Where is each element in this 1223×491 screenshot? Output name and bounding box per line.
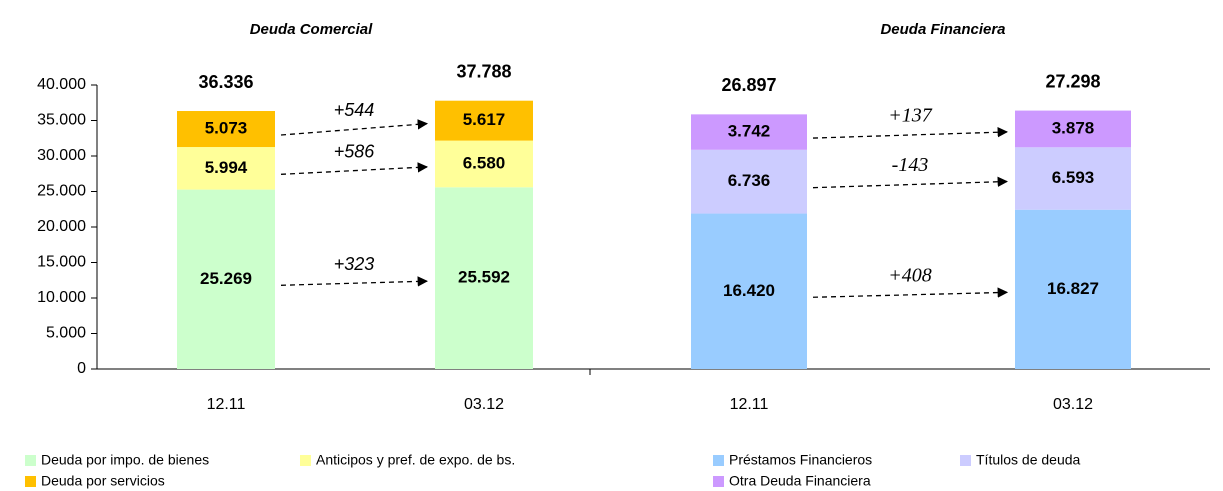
bar-segment [435, 100, 533, 141]
change-arrow [280, 119, 429, 136]
x-tick-label: 12.11 [207, 396, 246, 413]
value-label: 3.878 [1052, 118, 1095, 137]
x-tick-label: 12.11 [730, 396, 769, 413]
change-annotation: -143 [892, 154, 929, 176]
y-tick-label: 5.000 [46, 325, 86, 342]
value-label: 25.592 [458, 268, 510, 287]
y-tick-label: 30.000 [37, 147, 86, 164]
value-label: 25.269 [200, 269, 252, 288]
legend-label: Anticipos y pref. de expo. de bs. [316, 452, 515, 468]
y-tick-label: 10.000 [37, 289, 86, 306]
change-annotation: +586 [334, 141, 376, 161]
value-label: 16.420 [723, 281, 775, 300]
change-arrow [280, 162, 429, 175]
x-tick-label: 03.12 [1053, 396, 1093, 413]
value-label: 6.736 [728, 171, 771, 190]
legend-label: Deuda por servicios [41, 473, 165, 489]
bar-segment [1015, 147, 1131, 210]
x-tick-label: 03.12 [464, 396, 504, 413]
bar-segment [1015, 209, 1131, 369]
legend-label: Préstamos Financieros [729, 452, 872, 468]
bar-segment [691, 114, 807, 150]
y-tick-label: 0 [77, 360, 86, 377]
bar-segment [435, 140, 533, 188]
value-label: 5.073 [205, 119, 248, 138]
value-label: 16.827 [1047, 279, 1099, 298]
change-arrow [812, 287, 1009, 298]
total-label: 37.788 [456, 61, 511, 81]
legend-swatch [25, 476, 36, 487]
bar-segment [435, 187, 533, 369]
change-arrow [280, 276, 429, 287]
legend-swatch [300, 455, 311, 466]
value-label: 6.593 [1052, 168, 1095, 187]
value-label: 6.580 [463, 153, 506, 172]
value-label: 5.994 [205, 158, 248, 177]
change-annotation: +137 [888, 105, 932, 127]
change-annotation: +544 [334, 100, 375, 120]
y-tick-label: 35.000 [37, 112, 86, 129]
bar-segment [177, 189, 275, 369]
total-label: 36.336 [198, 72, 253, 92]
legend-label: Deuda por impo. de bienes [41, 452, 209, 468]
bar-segment [691, 149, 807, 214]
legend-swatch [713, 455, 724, 466]
legend-swatch [960, 455, 971, 466]
bar-segment [691, 213, 807, 369]
bar-segment [177, 111, 275, 148]
y-tick-label: 15.000 [37, 254, 86, 271]
y-tick-label: 25.000 [37, 183, 86, 200]
total-label: 27.298 [1045, 71, 1100, 91]
bar-segment [177, 147, 275, 190]
y-tick-label: 20.000 [37, 218, 86, 235]
total-label: 26.897 [721, 75, 776, 95]
change-arrow [812, 127, 1009, 139]
value-label: 5.617 [463, 110, 506, 129]
value-label: 3.742 [728, 122, 771, 141]
legend-label: Otra Deuda Financiera [729, 473, 871, 489]
legend-swatch [25, 455, 36, 466]
change-annotation: +408 [888, 264, 932, 286]
bar-segment [1015, 110, 1131, 148]
legend-swatch [713, 476, 724, 487]
change-arrow [812, 176, 1009, 189]
y-tick-label: 40.000 [37, 76, 86, 93]
chart-title: Deuda Financiera [880, 21, 1005, 38]
change-annotation: +323 [334, 254, 375, 274]
chart-title: Deuda Comercial [250, 21, 373, 38]
legend-label: Títulos de deuda [976, 452, 1081, 468]
